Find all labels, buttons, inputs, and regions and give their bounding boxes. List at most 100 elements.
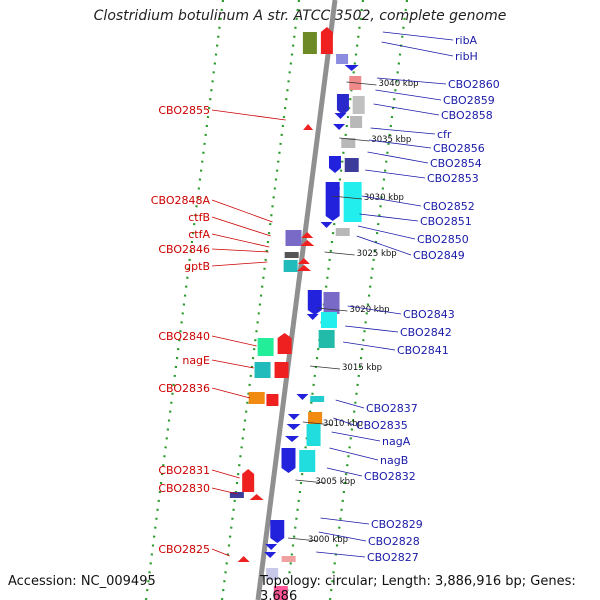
- gene-label-reverse[interactable]: CBO2858: [441, 109, 493, 122]
- gene-feature[interactable]: [266, 568, 279, 580]
- gene-label-reverse[interactable]: CBO2852: [423, 200, 475, 213]
- gene-label-forward[interactable]: ctfA: [188, 228, 210, 241]
- gene-arrowhead[interactable]: [249, 494, 264, 500]
- gene-arrowhead[interactable]: [344, 65, 359, 71]
- gene-arrowhead[interactable]: [287, 414, 300, 420]
- leader-line: [211, 248, 269, 253]
- gene-label-reverse[interactable]: CBO2843: [403, 308, 455, 321]
- gene-label-reverse[interactable]: nagA: [382, 435, 411, 448]
- gene-feature[interactable]: [306, 424, 321, 446]
- gene-label-reverse[interactable]: CBO2853: [427, 172, 479, 185]
- gene-label-reverse[interactable]: CBO2860: [448, 78, 500, 91]
- gene-label-reverse[interactable]: ribA: [455, 34, 478, 47]
- gene-arrowhead[interactable]: [265, 544, 278, 550]
- gene-label-forward[interactable]: CBO2840: [158, 330, 210, 343]
- gene-feature[interactable]: [318, 330, 335, 348]
- gene-arrowhead[interactable]: [296, 394, 309, 400]
- gene-label-reverse[interactable]: CBO2850: [417, 233, 469, 246]
- gene-label-reverse[interactable]: CBO2859: [443, 94, 495, 107]
- leader-line: [211, 487, 238, 495]
- gene-arrowhead[interactable]: [264, 552, 277, 558]
- gene-label-reverse[interactable]: CBO2837: [366, 402, 418, 415]
- gene-label-reverse[interactable]: CBO2849: [413, 249, 465, 262]
- gene-feature[interactable]: [229, 492, 244, 498]
- gene-feature[interactable]: [336, 54, 349, 64]
- gene-feature[interactable]: [344, 158, 359, 172]
- gene-feature[interactable]: [283, 260, 298, 272]
- gene-label-reverse[interactable]: cfr: [437, 128, 452, 141]
- gene-feature[interactable]: [320, 27, 333, 54]
- gene-feature[interactable]: [307, 290, 322, 315]
- gene-label-reverse[interactable]: CBO2854: [430, 157, 482, 170]
- gene-feature[interactable]: [281, 448, 296, 473]
- tick-mark: [287, 537, 318, 542]
- gene-feature[interactable]: [352, 96, 365, 114]
- gene-feature[interactable]: [328, 156, 341, 173]
- gene-feature[interactable]: [284, 252, 299, 258]
- gene-feature[interactable]: [266, 394, 279, 406]
- gene-feature[interactable]: [281, 556, 296, 562]
- gene-arrowhead[interactable]: [297, 258, 310, 264]
- gene-feature[interactable]: [308, 412, 323, 424]
- gene-feature[interactable]: [257, 338, 274, 356]
- gene-label-forward[interactable]: CBO2855: [158, 104, 210, 117]
- dotted-track-0: [144, 0, 225, 600]
- leader-line: [361, 195, 422, 207]
- gene-arrowhead[interactable]: [306, 314, 319, 320]
- gene-arrowhead[interactable]: [285, 436, 300, 442]
- gene-arrowhead[interactable]: [333, 124, 346, 130]
- gene-feature[interactable]: [254, 362, 271, 378]
- gene-label-reverse[interactable]: CBO2827: [367, 551, 419, 564]
- gene-arrowhead[interactable]: [296, 265, 311, 271]
- kbp-ticks: 3040 kbp 3035 kbp 3030 kbp 3025 kbp 3020 kbp…: [287, 79, 419, 545]
- gene-label-forward[interactable]: gptB: [184, 260, 210, 273]
- gene-label-reverse[interactable]: CBO2828: [368, 535, 420, 548]
- gene-feature[interactable]: [302, 32, 317, 54]
- gene-feature[interactable]: [274, 362, 289, 378]
- gene-label-forward[interactable]: CBO2831: [158, 464, 210, 477]
- gene-arrowhead[interactable]: [303, 124, 314, 130]
- gene-feature[interactable]: [341, 138, 356, 148]
- gene-arrowhead[interactable]: [300, 240, 315, 246]
- gene-feature[interactable]: [270, 520, 285, 543]
- gene-arrowhead[interactable]: [334, 113, 347, 119]
- gene-label-reverse[interactable]: CBO2841: [397, 344, 449, 357]
- gene-feature[interactable]: [336, 94, 349, 115]
- gene-feature[interactable]: [299, 450, 316, 472]
- gene-feature[interactable]: [343, 182, 362, 222]
- gene-feature[interactable]: [350, 116, 363, 128]
- gene-label-forward[interactable]: CBO2848A: [151, 194, 211, 207]
- gene-feature[interactable]: [248, 392, 265, 404]
- gene-feature[interactable]: [335, 228, 350, 236]
- genome-backbone: [255, 0, 338, 600]
- gene-feature[interactable]: [277, 333, 292, 354]
- gene-label-forward[interactable]: CBO2846: [158, 243, 210, 256]
- gene-label-reverse[interactable]: CBO2829: [371, 518, 423, 531]
- gene-arrowhead[interactable]: [320, 222, 333, 228]
- gene-label-reverse[interactable]: CBO2842: [400, 326, 452, 339]
- gene-feature[interactable]: [320, 312, 337, 328]
- gene-label-reverse[interactable]: CBO2832: [364, 470, 416, 483]
- gene-feature[interactable]: [325, 182, 340, 221]
- gene-feature[interactable]: [310, 396, 325, 402]
- gene-feature[interactable]: [273, 586, 288, 600]
- gene-label-reverse[interactable]: CBO2851: [420, 215, 472, 228]
- gene-label-forward[interactable]: nagE: [182, 354, 210, 367]
- gene-label-forward[interactable]: CBO2825: [158, 543, 210, 556]
- gene-feature[interactable]: [285, 230, 302, 246]
- gene-feature[interactable]: [242, 469, 255, 492]
- gene-label-forward[interactable]: ctfB: [188, 211, 210, 224]
- gene-label-reverse[interactable]: ribH: [455, 50, 478, 63]
- gene-feature[interactable]: [323, 292, 340, 314]
- gene-label-reverse[interactable]: CBO2856: [433, 142, 485, 155]
- gene-label-forward[interactable]: CBO2836: [158, 382, 210, 395]
- leader-line: [376, 77, 447, 85]
- gene-label-reverse[interactable]: CBO2835: [356, 419, 408, 432]
- leader-line: [211, 469, 240, 479]
- gene-arrowhead[interactable]: [237, 556, 250, 562]
- gene-arrowhead[interactable]: [286, 424, 301, 430]
- tick-label: 3035 kbp: [371, 135, 411, 145]
- gene-label-reverse[interactable]: nagB: [380, 454, 408, 467]
- gene-arrowhead[interactable]: [301, 232, 314, 238]
- gene-label-forward[interactable]: CBO2830: [158, 482, 210, 495]
